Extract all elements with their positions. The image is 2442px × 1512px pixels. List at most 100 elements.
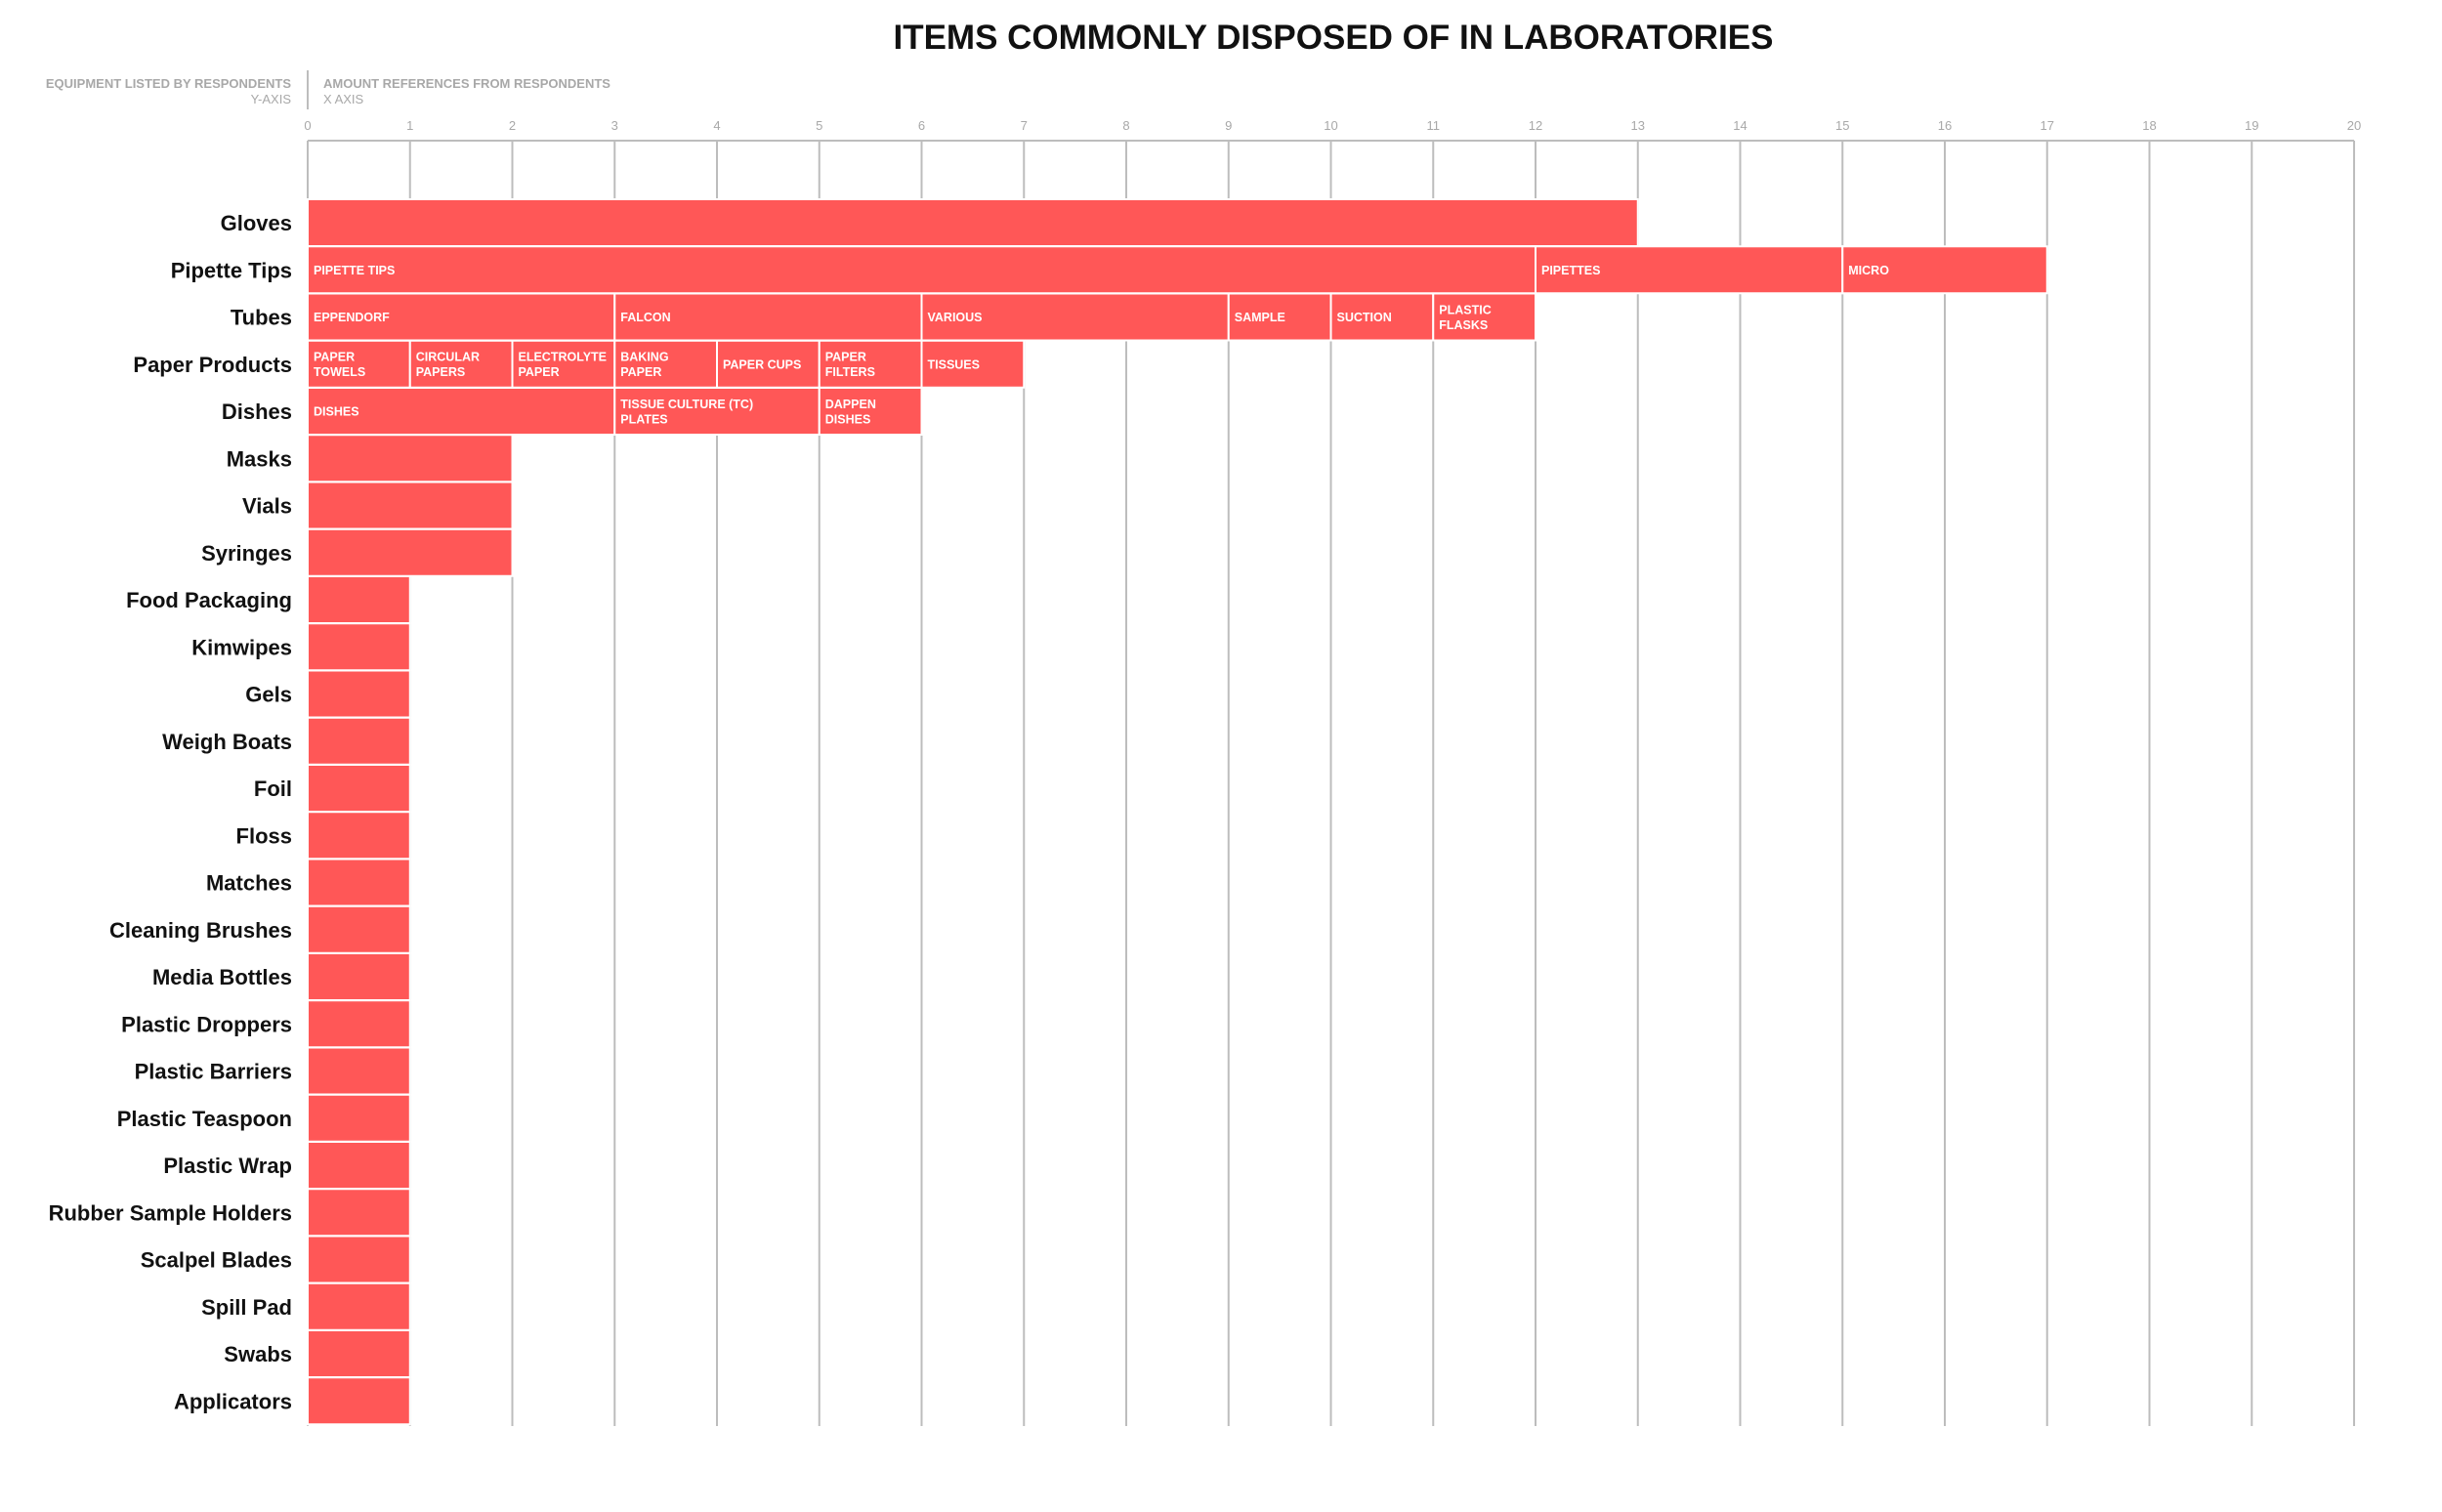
bar-segment — [307, 1235, 411, 1284]
segment-label: PIPETTES — [1541, 264, 1600, 277]
bar-row — [307, 1188, 411, 1238]
bar-segment — [307, 999, 411, 1049]
bar-row — [307, 434, 514, 483]
bar-row: PIPETTE TIPS PIPETTES MICRO — [307, 245, 2048, 295]
bar-segment — [307, 434, 514, 483]
bar-row — [307, 999, 411, 1049]
category-label: Plastic Droppers — [121, 1012, 292, 1036]
category-label: Tubes — [231, 306, 292, 330]
chart-title: ITEMS COMMONLY DISPOSED OF IN LABORATORI… — [893, 19, 1773, 57]
bar-segment — [613, 387, 821, 436]
bar-segment — [920, 292, 1230, 342]
category-label: Plastic Wrap — [163, 1154, 292, 1178]
segment-label: SUCTION — [1337, 311, 1392, 324]
x-tick-label: 10 — [1324, 118, 1337, 133]
bar-segment — [408, 339, 514, 389]
category-label: Food Packaging — [126, 588, 292, 612]
category-label: Spill Pad — [201, 1295, 292, 1320]
category-label: Foil — [254, 777, 292, 801]
segment-label: PIPETTE TIPS — [314, 264, 395, 277]
x-tick-label: 11 — [1427, 118, 1441, 133]
bar-segment — [307, 669, 411, 719]
bar-segment — [920, 339, 1026, 389]
bar-segment — [307, 1281, 411, 1331]
bar-row — [307, 1376, 411, 1426]
bar-row — [307, 1281, 411, 1331]
x-tick-label: 7 — [1021, 118, 1028, 133]
category-label: Paper Products — [133, 353, 292, 377]
segment-label: TISSUES — [928, 357, 981, 371]
bar-segment — [307, 904, 411, 954]
category-label: Gels — [245, 683, 292, 707]
x-tick-label: 14 — [1733, 118, 1747, 133]
x-tick-label: 3 — [611, 118, 618, 133]
category-label: Media Bottles — [152, 965, 292, 989]
bar-segment — [307, 1376, 411, 1426]
bar-row: PAPER TOWELS CIRCULAR PAPERS ELECTROLYTE PAPE… — [307, 339, 1026, 389]
category-label: Plastic Barriers — [135, 1060, 292, 1084]
bar-segment — [818, 339, 923, 389]
bar-row — [307, 1046, 411, 1096]
category-label: Gloves — [221, 211, 292, 235]
segment-label: BAKING PAPER — [620, 351, 668, 380]
category-label: Masks — [227, 446, 292, 471]
bar-row — [307, 1141, 411, 1190]
bar-segment — [307, 481, 514, 530]
bar-segment — [307, 1093, 411, 1143]
bars: PIPETTE TIPS PIPETTES MICRO EPPENDORF FALCON… — [307, 198, 2048, 1426]
bar-segment — [307, 1046, 411, 1096]
bar-row: EPPENDORF FALCON VARIOUS SAMPLE SUCTION PLAST… — [307, 292, 1537, 342]
segment-label: VARIOUS — [928, 311, 983, 324]
bar-segment — [307, 198, 1639, 247]
x-tick-label: 1 — [406, 118, 413, 133]
segment-label: EPPENDORF — [314, 311, 390, 324]
bar-segment — [307, 952, 411, 1001]
x-axis-sublabel: X AXIS — [323, 92, 364, 106]
x-tick-label: 17 — [2041, 118, 2054, 133]
segment-label: MICRO — [1848, 264, 1889, 277]
bar-segment — [307, 245, 1537, 295]
bar-row: DISHES TISSUE CULTURE (TC) PLATES DAPPEN DIS… — [307, 387, 923, 436]
bar-segment — [307, 622, 411, 672]
x-tick-label: 0 — [304, 118, 311, 133]
bar-segment — [307, 716, 411, 766]
bar-segment — [307, 764, 411, 813]
category-label: Cleaning Brushes — [109, 918, 292, 943]
bar-segment — [1841, 245, 2048, 295]
segment-label: PAPER FILTERS — [825, 351, 875, 380]
category-label: Kimwipes — [191, 635, 292, 659]
category-label: Plastic Teaspoon — [117, 1107, 292, 1131]
x-tick-label: 2 — [509, 118, 516, 133]
x-tick-label: 15 — [1835, 118, 1849, 133]
bar-segment — [307, 811, 411, 861]
x-tick-label: 6 — [918, 118, 925, 133]
bar-row — [307, 952, 411, 1001]
segment-label: PAPER CUPS — [723, 357, 801, 371]
category-label: Dishes — [222, 399, 292, 424]
bar-row — [307, 198, 1639, 247]
segment-label: TISSUE CULTURE (TC) PLATES — [620, 398, 753, 427]
y-axis-label: EQUIPMENT LISTED BY RESPONDENTS — [46, 76, 291, 91]
x-tick-label: 19 — [2245, 118, 2258, 133]
bar-row — [307, 716, 411, 766]
category-label: Scalpel Blades — [141, 1248, 292, 1273]
x-tick-label: 4 — [713, 118, 720, 133]
bar-row — [307, 575, 411, 624]
category-label: Weigh Boats — [162, 730, 292, 754]
x-tick-labels: 0 1 2 3 4 5 6 7 8 9 10 11 12 13 14 15 16 17 18 19 20 — [304, 118, 2361, 133]
y-axis-sublabel: Y-AXIS — [251, 92, 292, 106]
x-tick-label: 18 — [2142, 118, 2156, 133]
bar-row — [307, 481, 514, 530]
bar-segment — [613, 339, 718, 389]
bar-segment — [1432, 292, 1537, 342]
x-tick-label: 12 — [1529, 118, 1542, 133]
bar-segment — [511, 339, 616, 389]
bar-segment — [307, 387, 616, 436]
x-tick-label: 5 — [816, 118, 822, 133]
bar-segment — [1227, 292, 1332, 342]
bar-segment — [307, 1329, 411, 1378]
bar-segment — [307, 527, 514, 577]
segment-label: PLASTIC FLASKS — [1439, 303, 1491, 332]
bar-row — [307, 1329, 411, 1378]
